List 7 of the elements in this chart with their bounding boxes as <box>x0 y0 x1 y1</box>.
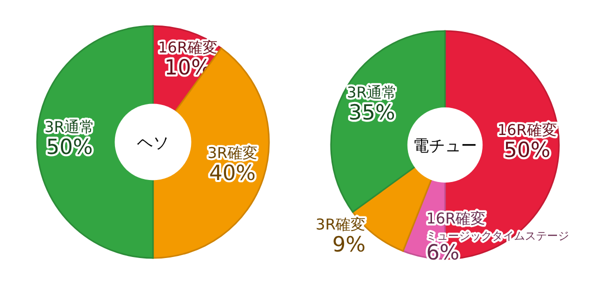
slice-label: 3R通常 50% <box>44 118 94 159</box>
slice-label: 16R確変 50% <box>497 121 557 162</box>
slice-label: 3R確変 40% <box>207 144 258 185</box>
text: ヘソ <box>137 133 169 152</box>
text: 電チュー <box>413 136 477 155</box>
slice-label: 3R確変 9% <box>316 216 366 257</box>
slice-label: 3R通常 35% <box>346 84 397 125</box>
